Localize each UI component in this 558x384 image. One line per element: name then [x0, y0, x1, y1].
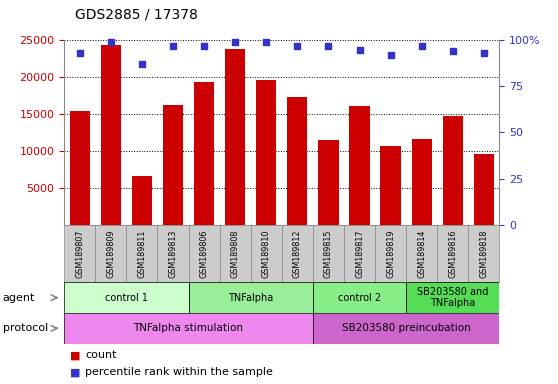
- Bar: [313, 282, 406, 313]
- Bar: [381, 146, 401, 225]
- Text: GDS2885 / 17378: GDS2885 / 17378: [75, 7, 198, 21]
- Text: TNFalpha: TNFalpha: [228, 293, 273, 303]
- Text: GSM189818: GSM189818: [479, 229, 488, 278]
- Bar: [256, 80, 276, 225]
- Text: SB203580 preincubation: SB203580 preincubation: [341, 323, 470, 333]
- Text: GSM189806: GSM189806: [200, 229, 209, 278]
- Bar: [70, 111, 90, 225]
- Point: [479, 50, 488, 56]
- Text: GSM189816: GSM189816: [448, 229, 457, 278]
- Point: [262, 39, 271, 45]
- Text: ■: ■: [70, 367, 80, 377]
- Point: [169, 43, 177, 49]
- Bar: [64, 313, 313, 344]
- Point: [324, 43, 333, 49]
- Bar: [313, 313, 499, 344]
- Text: percentile rank within the sample: percentile rank within the sample: [85, 367, 273, 377]
- Bar: [126, 225, 157, 282]
- Bar: [189, 282, 313, 313]
- Bar: [287, 97, 307, 225]
- Text: ■: ■: [70, 350, 80, 360]
- Bar: [313, 225, 344, 282]
- Text: GSM189819: GSM189819: [386, 229, 395, 278]
- Point: [230, 39, 239, 45]
- Text: GSM189813: GSM189813: [169, 229, 177, 278]
- Bar: [468, 225, 499, 282]
- Point: [355, 46, 364, 53]
- Text: control 2: control 2: [338, 293, 381, 303]
- Point: [448, 48, 457, 55]
- Bar: [189, 225, 220, 282]
- Bar: [64, 225, 95, 282]
- Text: GSM189814: GSM189814: [417, 229, 426, 278]
- Bar: [349, 106, 369, 225]
- Point: [200, 43, 209, 49]
- Bar: [163, 105, 183, 225]
- Point: [107, 39, 116, 45]
- Bar: [406, 225, 437, 282]
- Bar: [132, 176, 152, 225]
- Text: GSM189807: GSM189807: [75, 229, 84, 278]
- Point: [417, 43, 426, 49]
- Bar: [318, 140, 339, 225]
- Bar: [64, 282, 189, 313]
- Text: GSM189808: GSM189808: [230, 229, 239, 278]
- Text: GSM189810: GSM189810: [262, 229, 271, 278]
- Text: control 1: control 1: [105, 293, 148, 303]
- Bar: [100, 45, 121, 225]
- Bar: [344, 225, 375, 282]
- Text: count: count: [85, 350, 117, 360]
- Bar: [375, 225, 406, 282]
- Bar: [406, 282, 499, 313]
- Text: GSM189809: GSM189809: [107, 229, 116, 278]
- Bar: [474, 154, 494, 225]
- Bar: [95, 225, 126, 282]
- Bar: [194, 82, 214, 225]
- Text: protocol: protocol: [3, 323, 48, 333]
- Point: [75, 50, 84, 56]
- Bar: [412, 139, 432, 225]
- Point: [386, 52, 395, 58]
- Point: [137, 61, 146, 67]
- Bar: [251, 225, 282, 282]
- Point: [293, 43, 302, 49]
- Bar: [282, 225, 313, 282]
- Bar: [225, 49, 246, 225]
- Bar: [442, 116, 463, 225]
- Text: TNFalpha stimulation: TNFalpha stimulation: [133, 323, 243, 333]
- Text: GSM189811: GSM189811: [137, 229, 146, 278]
- Text: GSM189815: GSM189815: [324, 229, 333, 278]
- Text: SB203580 and
TNFalpha: SB203580 and TNFalpha: [417, 287, 488, 308]
- Bar: [220, 225, 251, 282]
- Text: GSM189817: GSM189817: [355, 229, 364, 278]
- Text: GSM189812: GSM189812: [293, 229, 302, 278]
- Text: agent: agent: [3, 293, 35, 303]
- Bar: [157, 225, 189, 282]
- Bar: [437, 225, 468, 282]
